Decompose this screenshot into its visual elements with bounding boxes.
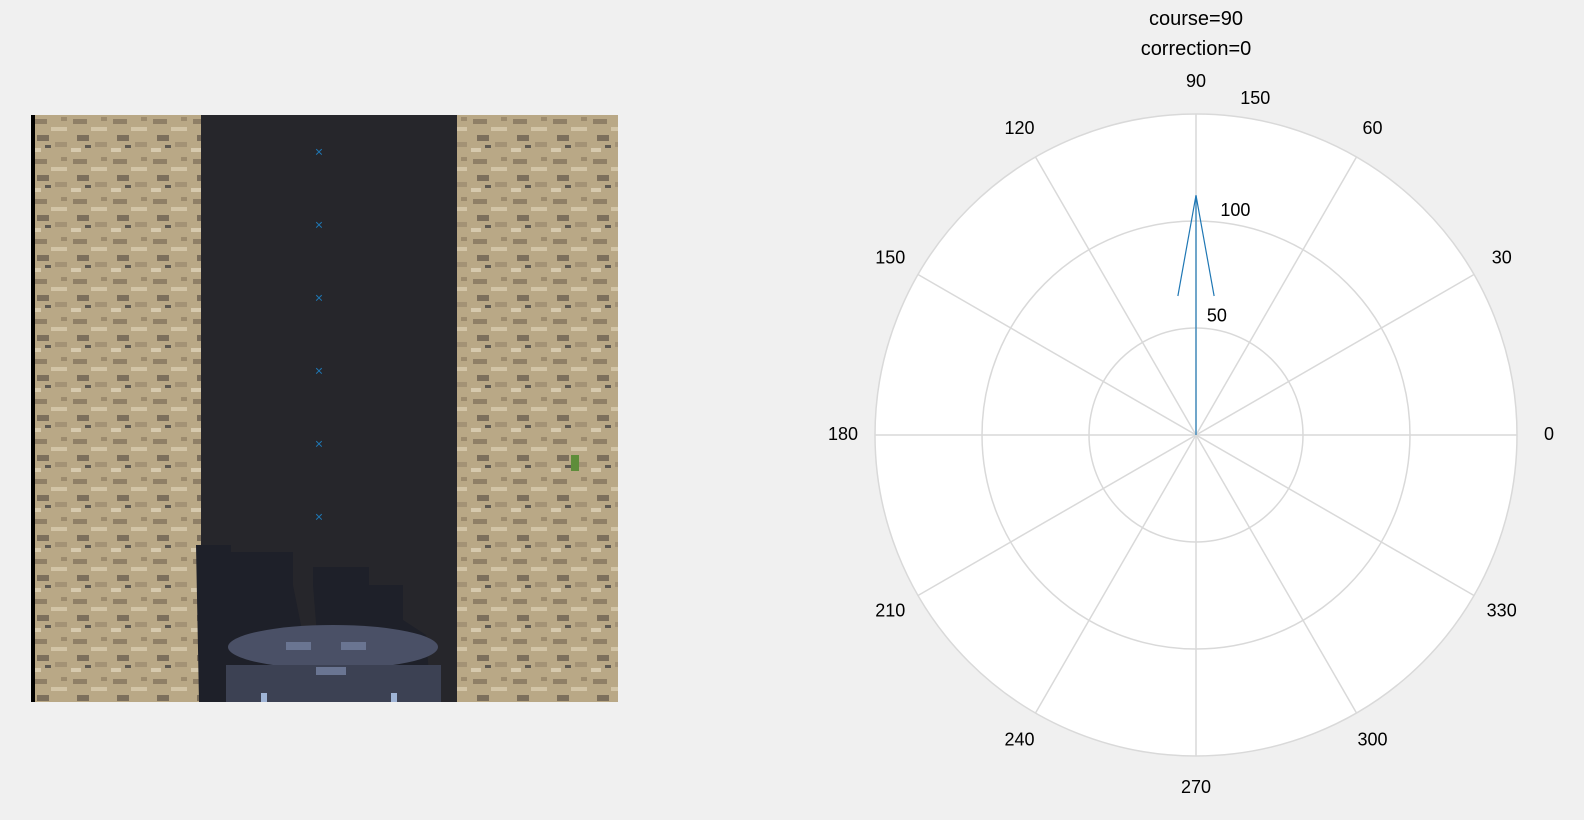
polar-grid-spoke [917,273,1475,597]
theta-tick-label: 300 [1357,729,1387,749]
chart-title-course: course=90 [1149,8,1243,30]
theta-tick-label: 120 [1004,118,1034,138]
polar-grid-spoke [1034,156,1358,714]
r-tick-label: 50 [1207,306,1227,326]
vehicle-hood-icon [196,545,441,702]
waypoint-marker: × [315,217,323,233]
theta-tick-label: 270 [1181,777,1211,797]
theta-tick-label: 210 [875,600,905,620]
r-tick-label: 150 [1240,88,1270,108]
theta-tick-label: 60 [1362,118,1382,138]
waypoint-marker: × [315,509,323,525]
camera-view: ××××××× [31,115,618,702]
polar-grid-ring [981,220,1411,650]
waypoint-marker: × [315,436,323,452]
theta-tick-label: 330 [1487,600,1517,620]
waypoint-marker: × [315,363,323,379]
theta-tick-label: 240 [1004,729,1034,749]
theta-tick-label: 30 [1492,247,1512,267]
theta-tick-label: 150 [875,247,905,267]
grass-patch [571,455,579,471]
polar-grid-ring [1088,327,1304,543]
compass-arrow-head [1177,195,1215,297]
r-tick-label: 100 [1220,200,1250,220]
chart-title-correction: correction=0 [1140,38,1252,60]
polar-grid-spoke [917,273,1475,597]
camera-image: ××××××× [31,115,618,702]
theta-tick-label: 180 [828,424,858,444]
polar-outer-ring [874,113,1518,757]
theta-tick-label: 0 [1544,424,1554,444]
waypoint-marker: × [315,144,323,160]
waypoint-marker: × [315,290,323,306]
image-left-border [31,115,35,702]
theta-tick-label: 90 [1186,71,1206,91]
polar-grid-spoke [1034,156,1358,714]
